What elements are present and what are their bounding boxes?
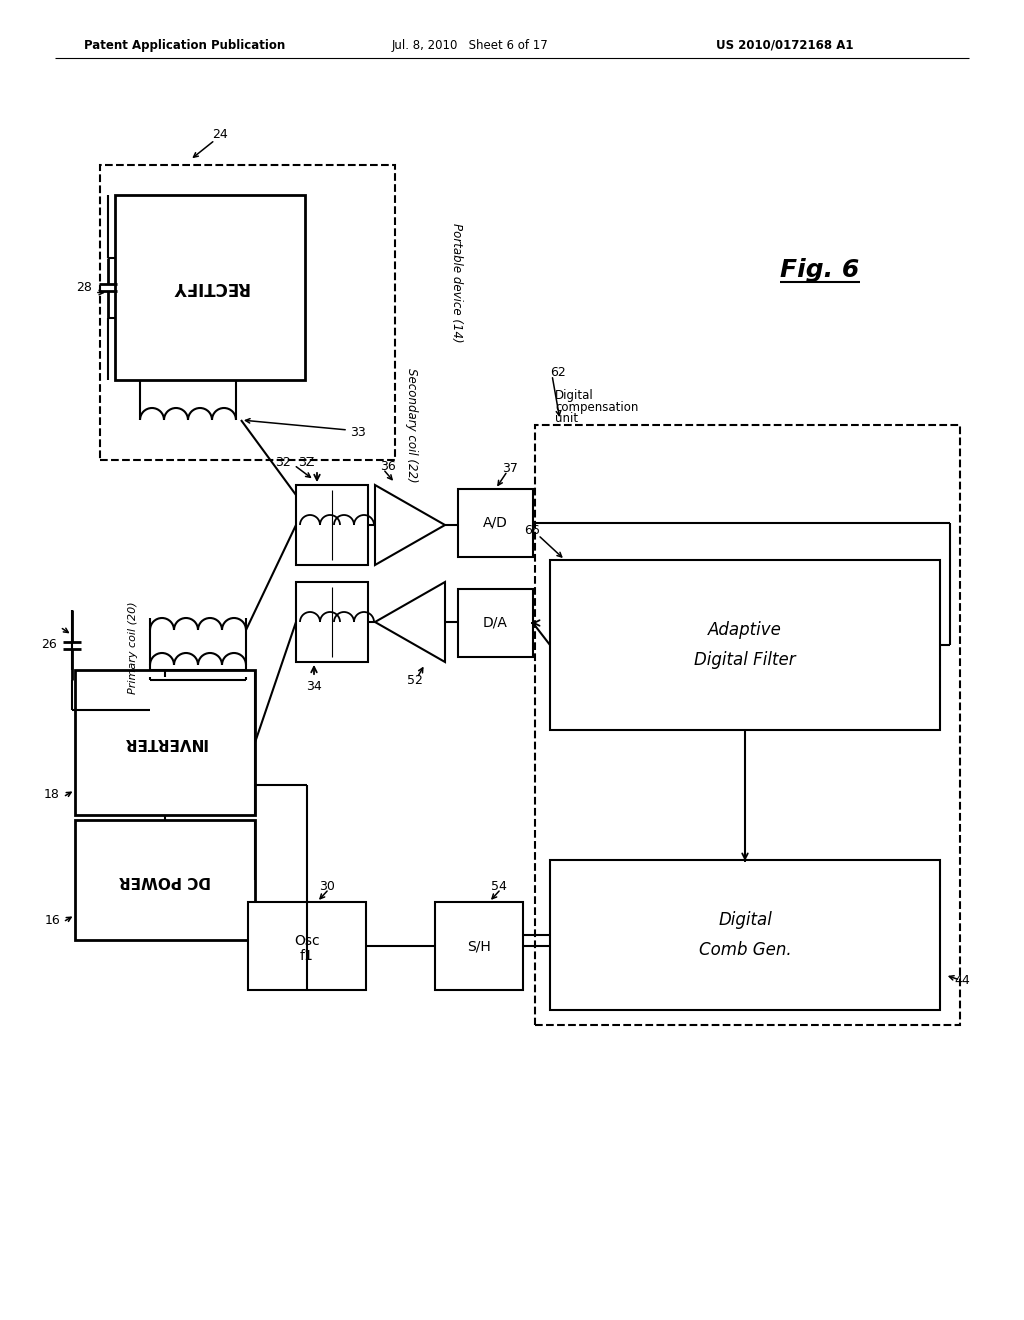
Bar: [458, 589, 534, 657]
Text: Adaptive: Adaptive: [708, 620, 782, 639]
Text: 34: 34: [306, 681, 322, 693]
Bar: [296, 582, 368, 663]
Text: A/D: A/D: [483, 516, 508, 531]
Text: Digital: Digital: [718, 911, 772, 929]
Bar: [535, 425, 961, 1026]
Text: 36: 36: [380, 461, 395, 474]
Text: 26: 26: [41, 639, 57, 652]
Text: 37: 37: [503, 462, 518, 475]
Text: US 2010/0172168 A1: US 2010/0172168 A1: [716, 38, 854, 51]
Text: 66: 66: [524, 524, 540, 536]
Bar: [435, 902, 523, 990]
Text: Fig. 6: Fig. 6: [780, 257, 859, 282]
Bar: [550, 560, 940, 730]
Text: Patent Application Publication: Patent Application Publication: [84, 38, 286, 51]
Text: Primary coil (20): Primary coil (20): [128, 601, 138, 694]
Text: 18: 18: [44, 788, 60, 801]
Bar: [75, 820, 255, 940]
Text: 54: 54: [492, 880, 507, 894]
Text: S/H: S/H: [467, 939, 490, 953]
Text: Portable device (14): Portable device (14): [450, 223, 463, 342]
Text: 52: 52: [408, 673, 423, 686]
Text: 3Z: 3Z: [298, 457, 314, 470]
Text: unit: unit: [555, 412, 579, 425]
Text: 33: 33: [350, 425, 366, 438]
Text: Digital Filter: Digital Filter: [694, 651, 796, 669]
Text: 30: 30: [319, 880, 335, 894]
Text: Jul. 8, 2010   Sheet 6 of 17: Jul. 8, 2010 Sheet 6 of 17: [391, 38, 549, 51]
Text: 62: 62: [550, 367, 565, 380]
Bar: [115, 195, 305, 380]
Text: DC POWER: DC POWER: [119, 873, 211, 887]
Text: Comb Gen.: Comb Gen.: [698, 941, 792, 960]
Text: INVERTER: INVERTER: [123, 735, 207, 750]
Text: RECTIFY: RECTIFY: [171, 279, 249, 297]
Text: compensation: compensation: [555, 400, 638, 413]
Bar: [458, 488, 534, 557]
Bar: [550, 861, 940, 1010]
Bar: [100, 165, 395, 459]
Text: Osc: Osc: [294, 935, 319, 948]
Bar: [75, 671, 255, 814]
Text: 24: 24: [212, 128, 228, 141]
Text: Digital: Digital: [555, 388, 594, 401]
Text: 16: 16: [44, 913, 60, 927]
Text: 28: 28: [76, 281, 92, 294]
Bar: [248, 902, 366, 990]
Text: 44: 44: [954, 974, 970, 986]
Text: 32: 32: [275, 457, 291, 470]
Text: Secondary coil (22): Secondary coil (22): [406, 368, 418, 482]
Text: D/A: D/A: [483, 616, 508, 630]
Text: f1: f1: [300, 949, 314, 964]
Bar: [296, 484, 368, 565]
